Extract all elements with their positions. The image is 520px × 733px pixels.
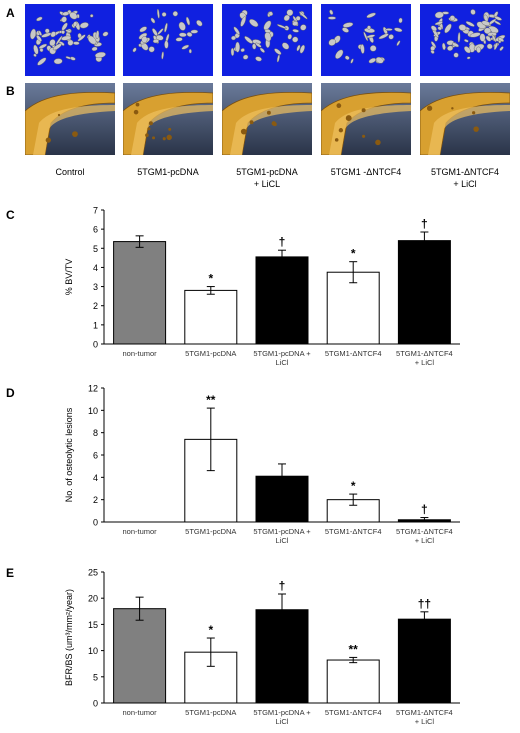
x-tick-label: non-tumor bbox=[123, 349, 158, 358]
y-tick-label: 1 bbox=[93, 320, 98, 330]
group-caption-line: 5TGM1-ΔNTCF4 bbox=[430, 167, 499, 177]
x-tick-label: 5TGM1-ΔNTCF4 bbox=[396, 527, 453, 536]
significance-marker: * bbox=[351, 247, 356, 261]
x-tick-label: LiCl bbox=[276, 717, 289, 726]
group-caption-line: + LiCl bbox=[453, 179, 477, 189]
group-caption: 5TGM1-pcDNA + LiCL bbox=[217, 166, 317, 190]
x-tick-label: + LiCl bbox=[415, 358, 435, 367]
y-tick-label: 4 bbox=[93, 473, 98, 483]
x-tick-label: LiCl bbox=[276, 536, 289, 545]
bone-render-image bbox=[123, 83, 213, 155]
y-tick-label: 5 bbox=[93, 672, 98, 682]
x-tick-label: + LiCl bbox=[415, 536, 435, 545]
panel-label-b: B bbox=[6, 84, 15, 98]
group-caption: 5TGM1-pcDNA bbox=[118, 166, 218, 178]
bar bbox=[184, 289, 238, 345]
y-tick-label: 7 bbox=[93, 206, 98, 216]
microct-image bbox=[222, 4, 312, 76]
significance-marker: ** bbox=[206, 393, 216, 407]
group-caption-line: Control bbox=[55, 167, 85, 177]
significance-marker: * bbox=[208, 272, 213, 286]
significance-marker: † bbox=[279, 235, 286, 249]
y-tick-label: 3 bbox=[93, 282, 98, 292]
panel-label-d: D bbox=[6, 386, 15, 400]
x-tick-label: 5TGM1-ΔNTCF4 bbox=[325, 349, 382, 358]
microct-image bbox=[420, 4, 510, 76]
y-tick-label: 6 bbox=[93, 451, 98, 461]
panel-label-a: A bbox=[6, 6, 15, 20]
bone-render-image bbox=[25, 83, 115, 155]
bar bbox=[255, 609, 309, 704]
y-axis-label: No. of osteolytic lesions bbox=[64, 407, 74, 502]
x-tick-label: 5TGM1-pcDNA bbox=[185, 708, 236, 717]
x-tick-label: 5TGM1-pcDNA + bbox=[253, 708, 311, 717]
bar-chart-osteolytic-lesions: 0 2 4 6 8 10 12 No. of osteolytic lesions non-tu… bbox=[64, 384, 460, 545]
y-tick-label: 0 bbox=[93, 518, 98, 528]
group-caption: 5TGM1-ΔNTCF4 + LiCl bbox=[415, 166, 515, 190]
microct-image bbox=[25, 4, 115, 76]
bone-render-image bbox=[222, 83, 312, 155]
bar bbox=[255, 256, 309, 345]
y-tick-label: 15 bbox=[88, 620, 98, 630]
bar-chart-bv-tv: 0 1 2 3 4 5 6 7 % BV/TV non-tumor * 5TGM1-pcDNA † 5TG… bbox=[64, 206, 460, 367]
x-tick-label: non-tumor bbox=[123, 527, 158, 536]
group-caption-line: 5TGM1 -ΔNTCF4 bbox=[330, 167, 402, 177]
y-tick-label: 2 bbox=[93, 301, 98, 311]
y-tick-label: 0 bbox=[93, 340, 98, 350]
x-tick-label: 5TGM1-ΔNTCF4 bbox=[396, 708, 453, 717]
y-tick-label: 0 bbox=[93, 699, 98, 709]
bone-render-image bbox=[321, 83, 411, 155]
y-axis-label: BFR/BS (um³/mm²/year) bbox=[64, 589, 74, 686]
x-tick-label: 5TGM1-pcDNA bbox=[185, 527, 236, 536]
bar bbox=[113, 608, 167, 704]
group-caption-line: 5TGM1-pcDNA bbox=[137, 167, 199, 177]
bar bbox=[113, 241, 167, 345]
y-tick-label: 8 bbox=[93, 428, 98, 438]
microct-image bbox=[321, 4, 411, 76]
bar bbox=[326, 271, 380, 345]
y-tick-label: 10 bbox=[88, 406, 98, 416]
y-tick-label: 10 bbox=[88, 646, 98, 656]
x-tick-label: non-tumor bbox=[123, 708, 158, 717]
y-tick-label: 2 bbox=[93, 495, 98, 505]
y-tick-label: 4 bbox=[93, 263, 98, 273]
panel-label-c: C bbox=[6, 208, 15, 222]
bar bbox=[397, 618, 451, 704]
bar-chart-bfr-bs: 0 5 10 15 20 25 BFR/BS (um³/mm²/year) non-tumor… bbox=[64, 568, 460, 726]
panel-label-e: E bbox=[6, 566, 15, 580]
x-tick-label: 5TGM1-pcDNA bbox=[185, 349, 236, 358]
significance-marker: † bbox=[421, 503, 428, 517]
y-axis-label: % BV/TV bbox=[64, 259, 74, 296]
significance-marker: † bbox=[421, 217, 428, 231]
significance-marker: †† bbox=[418, 597, 431, 611]
x-tick-label: 5TGM1-ΔNTCF4 bbox=[325, 708, 382, 717]
y-tick-label: 12 bbox=[88, 384, 98, 394]
bar bbox=[397, 240, 451, 345]
x-tick-label: LiCl bbox=[276, 358, 289, 367]
significance-marker: † bbox=[279, 579, 286, 593]
group-caption-line: + LiCL bbox=[253, 179, 281, 189]
bar bbox=[326, 659, 380, 704]
group-caption: 5TGM1 -ΔNTCF4 bbox=[316, 166, 416, 178]
x-tick-label: + LiCl bbox=[415, 717, 435, 726]
bone-render-image bbox=[420, 83, 510, 155]
microct-image bbox=[123, 4, 213, 76]
significance-marker: * bbox=[208, 623, 213, 637]
y-tick-label: 25 bbox=[88, 568, 98, 578]
significance-marker: * bbox=[351, 479, 356, 493]
x-tick-label: 5TGM1-pcDNA + bbox=[253, 349, 311, 358]
x-tick-label: 5TGM1-ΔNTCF4 bbox=[396, 349, 453, 358]
y-tick-label: 20 bbox=[88, 594, 98, 604]
significance-marker: ** bbox=[349, 642, 359, 656]
x-tick-label: 5TGM1-pcDNA + bbox=[253, 527, 311, 536]
y-tick-label: 5 bbox=[93, 244, 98, 254]
group-caption: Control bbox=[20, 166, 120, 178]
group-caption-line: 5TGM1-pcDNA bbox=[236, 167, 298, 177]
x-tick-label: 5TGM1-ΔNTCF4 bbox=[325, 527, 382, 536]
y-tick-label: 6 bbox=[93, 225, 98, 235]
